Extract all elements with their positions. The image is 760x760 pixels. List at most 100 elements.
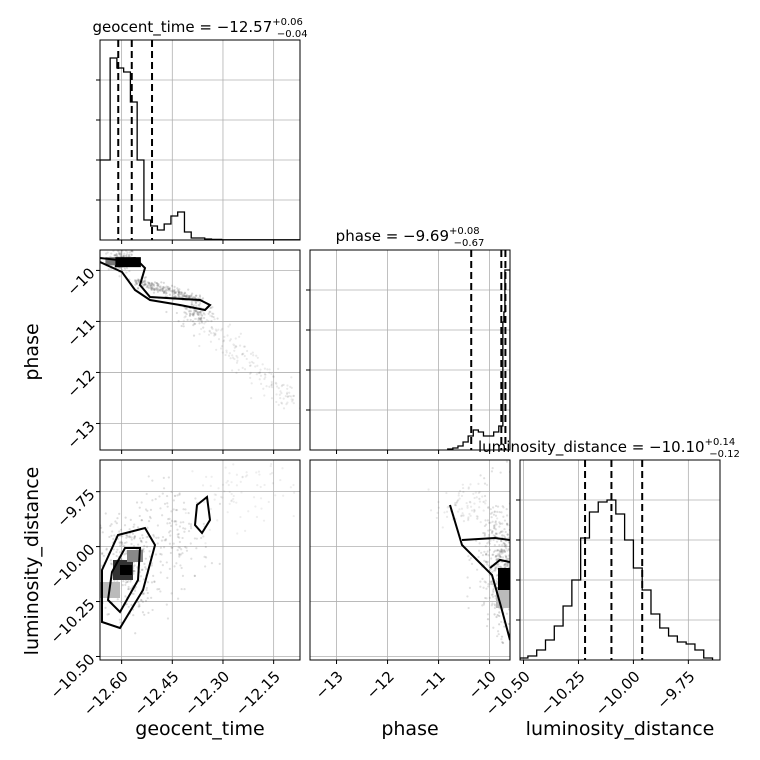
sample-point: [145, 586, 148, 590]
sample-point: [125, 602, 128, 606]
sample-point: [485, 587, 488, 590]
sample-point: [291, 400, 294, 403]
sample-point: [458, 489, 462, 493]
sample-point: [141, 534, 144, 537]
sample-point: [468, 512, 471, 516]
grid-2-2: [520, 460, 720, 660]
panel-frame: [99, 459, 301, 661]
sample-point: [175, 520, 178, 523]
sample-point: [150, 288, 153, 291]
sample-point: [268, 385, 271, 388]
sample-point: [504, 555, 508, 558]
sample-point: [270, 382, 274, 385]
sample-point: [183, 588, 186, 591]
sample-point: [131, 250, 134, 253]
sample-point: [484, 523, 488, 526]
sample-point: [252, 354, 255, 357]
sample-point: [505, 544, 508, 547]
sample-point: [490, 580, 493, 583]
sample-point: [192, 324, 195, 327]
sample-point: [242, 352, 245, 355]
ylabel-phase: phase: [21, 323, 43, 380]
sample-point: [212, 312, 215, 315]
sample-point: [239, 332, 242, 335]
sample-point: [467, 516, 470, 519]
sample-point: [506, 549, 509, 552]
sample-point: [505, 612, 509, 615]
sample-point: [165, 285, 168, 288]
sample-point: [235, 361, 239, 364]
sample-point: [515, 590, 517, 592]
sample-point: [230, 492, 233, 496]
sample-point: [275, 400, 278, 404]
sample-point: [184, 545, 187, 549]
sample-point: [115, 550, 118, 554]
sample-point: [138, 605, 141, 608]
sample-point: [198, 344, 201, 348]
sample-point: [254, 505, 257, 508]
sample-point: [197, 313, 200, 316]
sample-point: [159, 560, 162, 563]
sample-point: [185, 313, 188, 316]
sample-point: [252, 496, 256, 499]
sample-point: [179, 564, 182, 567]
title-luminosity-distance: luminosity_distance = −10.10+0.14 −0.12: [478, 437, 740, 460]
sample-point: [174, 294, 177, 298]
sample-point: [495, 532, 499, 535]
sample-point: [154, 287, 157, 290]
sample-point: [498, 611, 501, 614]
sample-point: [146, 526, 149, 529]
sample-point: [172, 508, 175, 511]
sample-point: [495, 565, 498, 569]
sample-point: [249, 371, 252, 374]
sample-point: [277, 387, 280, 390]
sample-point: [128, 536, 132, 539]
sample-point: [175, 562, 178, 565]
sample-point: [491, 511, 494, 514]
sample-point: [165, 289, 168, 292]
sample-point: [505, 558, 508, 561]
sample-point: [168, 293, 172, 296]
sample-point: [167, 476, 170, 479]
sample-point: [178, 536, 181, 539]
sample-point: [469, 514, 472, 517]
sample-point: [162, 290, 166, 293]
sample-point: [515, 537, 517, 539]
sample-point: [106, 613, 109, 616]
sample-point: [190, 303, 193, 306]
sample-point: [188, 296, 191, 299]
sample-point: [140, 598, 143, 602]
sample-point: [168, 287, 171, 290]
sample-point: [270, 380, 273, 383]
sample-point: [480, 551, 483, 554]
sample-point: [147, 281, 151, 284]
sample-point: [245, 474, 249, 477]
sample-point: [489, 582, 492, 586]
sample-point: [233, 346, 236, 349]
sample-point: [184, 311, 187, 314]
sample-point: [486, 542, 489, 545]
sample-point: [127, 254, 131, 257]
sample-point: [500, 637, 503, 641]
sample-point: [121, 542, 124, 545]
sample-point: [493, 606, 497, 610]
sample-point: [157, 289, 160, 292]
sample-point: [194, 301, 197, 304]
sample-point: [492, 513, 496, 516]
sample-point: [105, 252, 108, 255]
sample-point: [169, 551, 172, 555]
sample-point: [246, 349, 249, 353]
sample-point: [174, 508, 178, 512]
sample-point: [478, 506, 481, 509]
sample-point: [180, 293, 183, 296]
sample-point: [155, 536, 158, 540]
sample-point: [491, 595, 495, 598]
sample-point: [243, 345, 247, 348]
sample-point: [498, 623, 501, 626]
sample-point: [435, 516, 438, 520]
sample-point: [182, 527, 185, 530]
sample-point: [156, 290, 159, 293]
sample-point: [232, 494, 235, 498]
sample-point: [171, 289, 174, 293]
sample-point: [455, 501, 459, 504]
